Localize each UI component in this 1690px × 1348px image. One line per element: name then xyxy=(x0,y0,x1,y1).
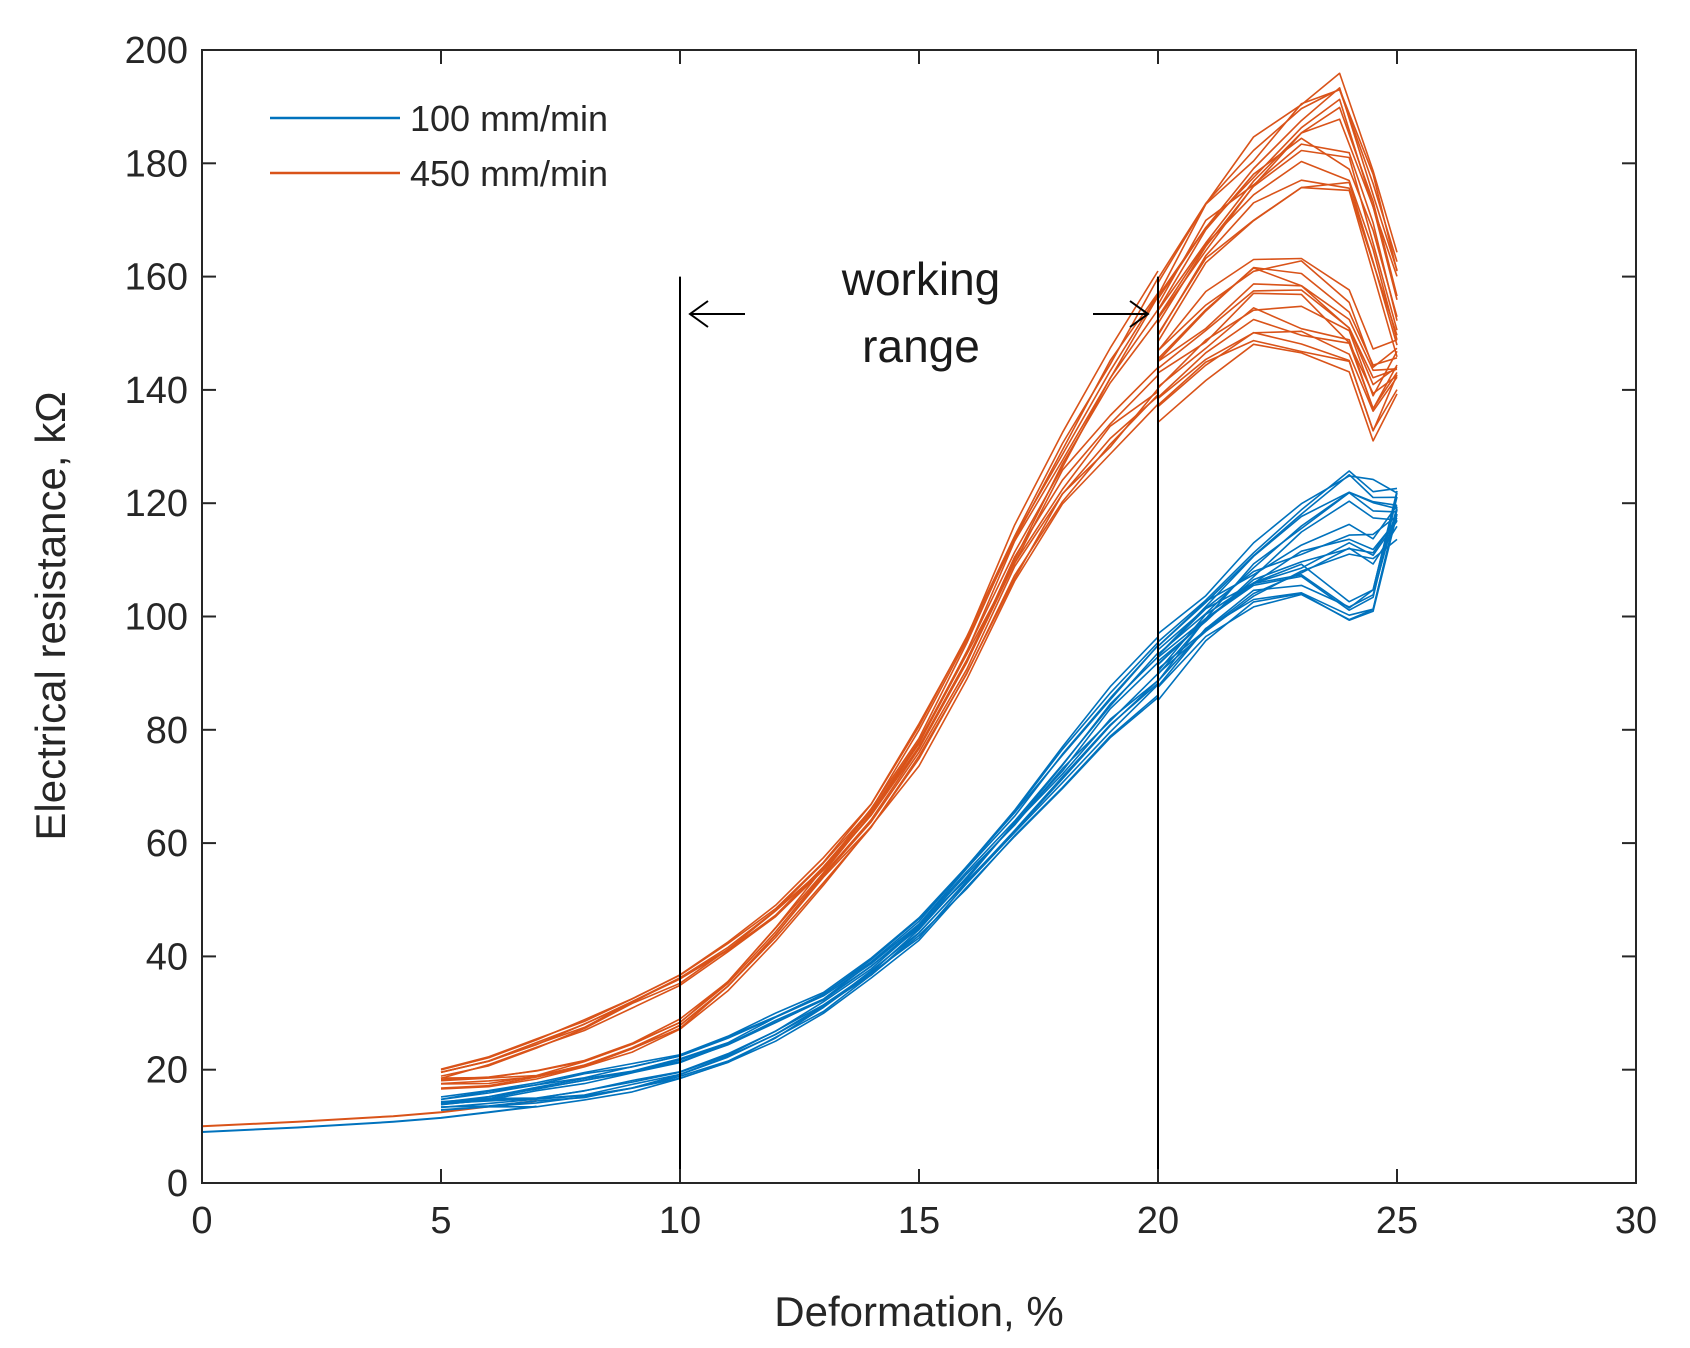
x-tick-label: 20 xyxy=(1137,1200,1179,1242)
series-line xyxy=(1157,538,1398,675)
y-tick-label: 200 xyxy=(125,30,188,72)
series-line xyxy=(1157,305,1398,397)
series-line xyxy=(440,652,1159,1105)
y-tick-label: 80 xyxy=(146,710,188,752)
series-line xyxy=(1157,470,1398,643)
series-line xyxy=(440,270,1159,1070)
series-line xyxy=(1157,137,1398,318)
series-line xyxy=(440,636,1159,1098)
series-line xyxy=(440,641,1159,1101)
legend: 100 mm/min 450 mm/min xyxy=(270,98,608,194)
series-line xyxy=(440,403,1159,1090)
x-tick-label: 25 xyxy=(1376,1200,1418,1242)
series-line xyxy=(1157,343,1398,442)
ticks-layer: 0 5 10 15 20 25 30 0 20 40 60 80 100 120 140 160 180 200 xyxy=(125,30,1658,1242)
series-line xyxy=(1157,525,1398,670)
series-layer xyxy=(202,72,1398,1133)
x-tick-label: 30 xyxy=(1615,1200,1657,1242)
arrow-right-icon xyxy=(1093,300,1150,328)
series-line xyxy=(1157,490,1398,672)
series-line xyxy=(440,292,1159,1074)
legend-label-100: 100 mm/min xyxy=(410,98,608,139)
series-line xyxy=(440,673,1159,1103)
series-line xyxy=(1157,473,1398,647)
working-range-annotation: working range xyxy=(688,253,1150,372)
series-line xyxy=(440,395,1159,1085)
x-tick-label: 0 xyxy=(191,1200,212,1242)
y-axis-title: Electrical resistance, kΩ xyxy=(27,391,74,840)
series-line xyxy=(1157,475,1398,635)
series-line xyxy=(1157,257,1398,352)
annotation-line-1: working xyxy=(841,253,1001,305)
series-line xyxy=(1157,87,1398,300)
y-tick-label: 100 xyxy=(125,597,188,639)
series-line xyxy=(440,682,1159,1105)
series-line xyxy=(1157,260,1398,369)
series-line xyxy=(1157,143,1398,321)
annotation-line-2: range xyxy=(862,320,980,372)
y-tick-label: 40 xyxy=(146,936,188,978)
series-line xyxy=(1157,504,1398,647)
series-line xyxy=(1157,306,1398,410)
series-line xyxy=(1157,106,1398,311)
series-line xyxy=(440,366,1159,1079)
series-line xyxy=(440,295,1159,1074)
x-tick-label: 5 xyxy=(430,1200,451,1242)
series-line xyxy=(1157,149,1398,331)
series-line xyxy=(202,1105,537,1133)
y-tick-label: 180 xyxy=(125,143,188,185)
vertical-lines-layer xyxy=(679,276,1159,1183)
y-tick-label: 140 xyxy=(125,370,188,412)
series-line xyxy=(1157,330,1398,413)
legend-label-450: 450 mm/min xyxy=(410,153,608,194)
x-axis-title: Deformation, % xyxy=(774,1288,1063,1335)
series-line xyxy=(1157,72,1398,284)
series-line xyxy=(1157,289,1398,379)
y-tick-label: 120 xyxy=(125,483,188,525)
series-line xyxy=(1157,491,1398,656)
y-tick-label: 60 xyxy=(146,823,188,865)
series-line xyxy=(440,390,1159,1082)
x-tick-label: 15 xyxy=(898,1200,940,1242)
series-line xyxy=(1157,179,1398,336)
series-line xyxy=(1157,267,1398,372)
series-line xyxy=(1157,515,1398,651)
y-tick-label: 0 xyxy=(167,1163,188,1205)
arrow-left-icon xyxy=(688,300,745,328)
y-tick-label: 20 xyxy=(146,1050,188,1092)
y-tick-label: 160 xyxy=(125,257,188,299)
series-line xyxy=(440,684,1159,1108)
series-line xyxy=(1157,331,1398,432)
x-tick-label: 10 xyxy=(659,1200,701,1242)
series-line xyxy=(1157,160,1398,341)
